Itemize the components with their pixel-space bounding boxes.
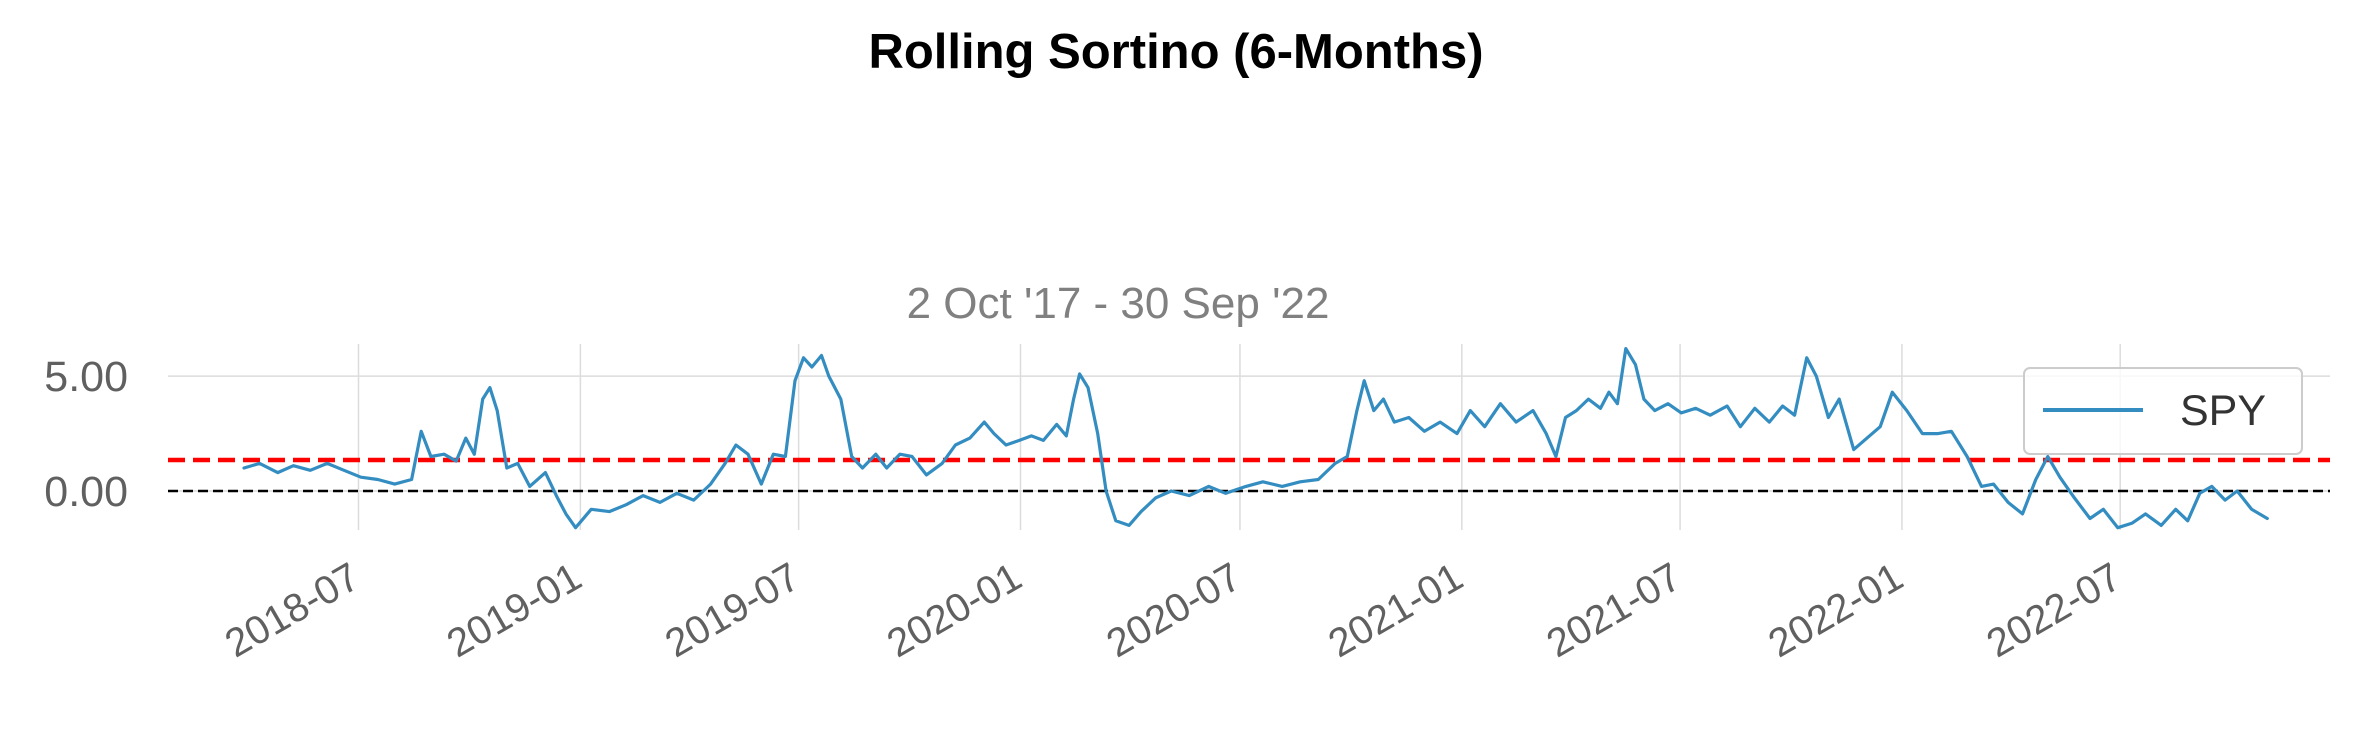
x-axis: 2018-07 2019-01 2019-07 2020-01 2020-07 2021-… [218, 555, 2129, 667]
series-line-spy [242, 347, 2269, 530]
x-tick-label: 2018-07 [218, 555, 367, 667]
x-tick-label: 2022-07 [1980, 555, 2129, 667]
legend-label: SPY [2180, 387, 2266, 435]
x-tick-label: 2022-01 [1761, 555, 1910, 667]
series-layer [242, 347, 2269, 530]
legend: SPY [2023, 367, 2303, 455]
x-tick-label: 2020-01 [880, 555, 1029, 667]
grid-layer [168, 344, 2330, 530]
x-tick-label: 2021-07 [1539, 555, 1688, 667]
chart-title: Rolling Sortino (6-Months) [868, 25, 1483, 79]
y-tick-label: 0.00 [44, 468, 128, 516]
chart-subtitle: 2 Oct '17 - 30 Sep '22 [907, 279, 1330, 328]
x-tick-label: 2019-07 [658, 555, 807, 667]
y-tick-label: 5.00 [44, 353, 128, 401]
x-tick-label: 2021-01 [1321, 555, 1470, 667]
x-tick-label: 2019-01 [440, 555, 589, 667]
x-tick-label: 2020-07 [1099, 555, 1248, 667]
y-axis: 0.00 5.00 [44, 353, 128, 516]
legend-box [2023, 367, 2303, 455]
